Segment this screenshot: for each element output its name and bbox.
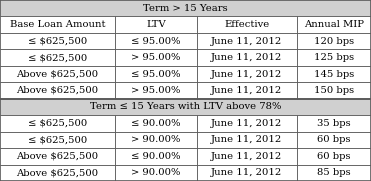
Text: Annual MIP: Annual MIP <box>304 20 364 29</box>
Bar <box>115 148 197 165</box>
Text: June 11, 2012: June 11, 2012 <box>211 86 283 95</box>
Bar <box>297 49 371 66</box>
Text: June 11, 2012: June 11, 2012 <box>211 135 283 144</box>
Bar <box>115 115 197 132</box>
Text: ≤ 95.00%: ≤ 95.00% <box>131 37 181 46</box>
Bar <box>297 16 371 33</box>
Text: LTV: LTV <box>146 20 166 29</box>
Text: 145 bps: 145 bps <box>314 70 354 79</box>
Text: ≤ 90.00%: ≤ 90.00% <box>131 152 181 161</box>
Bar <box>115 33 197 49</box>
Text: Above $625,500: Above $625,500 <box>16 86 99 95</box>
Bar <box>197 66 297 82</box>
Bar <box>0 99 371 115</box>
Bar <box>197 148 297 165</box>
Bar <box>297 115 371 132</box>
Text: June 11, 2012: June 11, 2012 <box>211 37 283 46</box>
Bar <box>0 132 115 148</box>
Bar <box>115 49 197 66</box>
Text: > 95.00%: > 95.00% <box>131 53 181 62</box>
Bar <box>115 82 197 99</box>
Bar <box>297 82 371 99</box>
Text: Term ≤ 15 Years with LTV above 78%: Term ≤ 15 Years with LTV above 78% <box>90 102 281 111</box>
Text: 60 bps: 60 bps <box>317 135 351 144</box>
Bar <box>115 66 197 82</box>
Text: 150 bps: 150 bps <box>314 86 354 95</box>
Bar <box>0 66 115 82</box>
Text: Above $625,500: Above $625,500 <box>16 168 99 177</box>
Text: 35 bps: 35 bps <box>317 119 351 128</box>
Text: Base Loan Amount: Base Loan Amount <box>10 20 105 29</box>
Text: June 11, 2012: June 11, 2012 <box>211 119 283 128</box>
Bar <box>197 132 297 148</box>
Bar <box>0 49 115 66</box>
Bar <box>197 16 297 33</box>
Bar <box>197 33 297 49</box>
Bar <box>0 33 115 49</box>
Bar <box>197 165 297 181</box>
Bar <box>297 132 371 148</box>
Text: ≤ 90.00%: ≤ 90.00% <box>131 119 181 128</box>
Text: ≤ $625,500: ≤ $625,500 <box>28 37 87 46</box>
Text: > 90.00%: > 90.00% <box>131 168 181 177</box>
Text: > 90.00%: > 90.00% <box>131 135 181 144</box>
Text: > 95.00%: > 95.00% <box>131 86 181 95</box>
Bar <box>0 165 115 181</box>
Text: June 11, 2012: June 11, 2012 <box>211 70 283 79</box>
Text: Term > 15 Years: Term > 15 Years <box>143 4 228 13</box>
Text: ≤ $625,500: ≤ $625,500 <box>28 119 87 128</box>
Text: ≤ $625,500: ≤ $625,500 <box>28 135 87 144</box>
Bar <box>197 82 297 99</box>
Text: June 11, 2012: June 11, 2012 <box>211 53 283 62</box>
Text: ≤ $625,500: ≤ $625,500 <box>28 53 87 62</box>
Bar <box>297 148 371 165</box>
Bar <box>0 16 115 33</box>
Text: Effective: Effective <box>224 20 270 29</box>
Text: 60 bps: 60 bps <box>317 152 351 161</box>
Bar <box>297 66 371 82</box>
Bar <box>297 33 371 49</box>
Bar <box>0 82 115 99</box>
Bar <box>115 165 197 181</box>
Text: ≤ 95.00%: ≤ 95.00% <box>131 70 181 79</box>
Bar <box>0 148 115 165</box>
Bar <box>197 115 297 132</box>
Bar <box>115 16 197 33</box>
Bar <box>0 115 115 132</box>
Text: June 11, 2012: June 11, 2012 <box>211 168 283 177</box>
Text: Above $625,500: Above $625,500 <box>16 70 99 79</box>
Bar <box>197 49 297 66</box>
Text: 120 bps: 120 bps <box>314 37 354 46</box>
Text: 125 bps: 125 bps <box>314 53 354 62</box>
Text: Above $625,500: Above $625,500 <box>16 152 99 161</box>
Bar <box>0 0 371 16</box>
Bar <box>115 132 197 148</box>
Text: June 11, 2012: June 11, 2012 <box>211 152 283 161</box>
Bar <box>297 165 371 181</box>
Text: 85 bps: 85 bps <box>317 168 351 177</box>
